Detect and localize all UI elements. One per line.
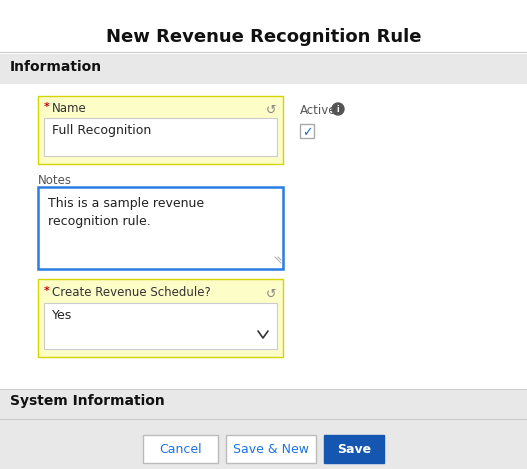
Text: Notes: Notes: [38, 174, 72, 187]
Text: Active: Active: [300, 104, 337, 117]
Bar: [324, 435, 384, 463]
Text: ↺: ↺: [266, 104, 276, 117]
Text: *: *: [44, 286, 50, 296]
Text: Save & New: Save & New: [233, 443, 309, 456]
Text: ↺: ↺: [266, 288, 276, 301]
Bar: [44, 303, 277, 349]
Bar: [38, 96, 283, 164]
Text: This is a sample revenue: This is a sample revenue: [48, 197, 204, 210]
Text: System Information: System Information: [10, 394, 165, 408]
Text: i: i: [337, 105, 339, 113]
Bar: [0, 84, 527, 389]
Text: Cancel: Cancel: [159, 443, 202, 456]
Text: New Revenue Recognition Rule: New Revenue Recognition Rule: [106, 28, 421, 46]
Text: Create Revenue Schedule?: Create Revenue Schedule?: [52, 286, 211, 299]
Bar: [44, 118, 277, 156]
Bar: [38, 279, 283, 357]
Circle shape: [332, 103, 344, 115]
Text: Yes: Yes: [52, 309, 72, 322]
Text: recognition rule.: recognition rule.: [48, 215, 151, 228]
Text: Full Recognition: Full Recognition: [52, 124, 151, 137]
Text: Save: Save: [337, 443, 371, 456]
Text: ✓: ✓: [302, 126, 313, 139]
Bar: [0, 389, 527, 419]
Bar: [300, 124, 314, 138]
Text: Name: Name: [52, 102, 87, 115]
Bar: [226, 435, 316, 463]
Bar: [0, 419, 527, 469]
Text: Information: Information: [10, 60, 102, 74]
Bar: [0, 54, 527, 84]
Text: *: *: [44, 102, 50, 112]
Bar: [143, 435, 218, 463]
Bar: [38, 187, 283, 269]
